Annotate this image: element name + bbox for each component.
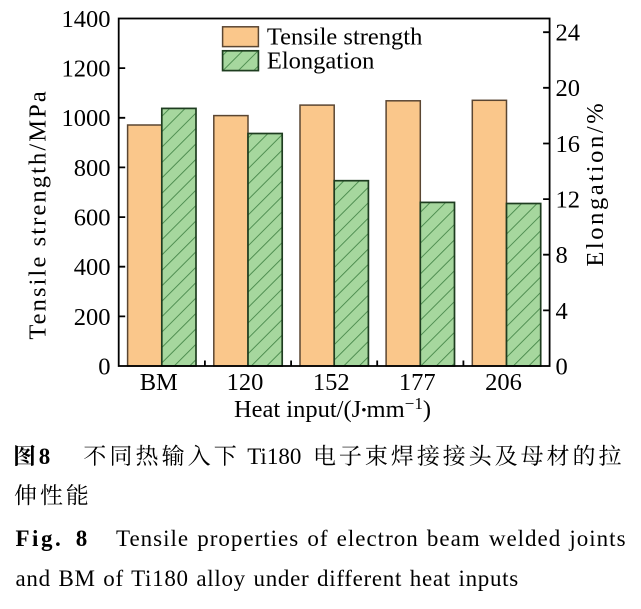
svg-text:8: 8 [39,444,51,469]
svg-text:1200: 1200 [62,56,111,83]
svg-text:0: 0 [98,353,110,380]
svg-text:BM: BM [140,369,178,396]
svg-text:Elongation: Elongation [267,48,375,75]
svg-text:1400: 1400 [62,6,111,33]
svg-text:Fig.: Fig. [16,526,64,551]
svg-text:Heat input/(J•mm−1): Heat input/(J•mm−1) [234,394,431,423]
svg-text:120: 120 [227,369,264,396]
svg-text:and BM of Ti180 alloy under di: and BM of Ti180 alloy under different he… [16,566,519,591]
svg-text:1000: 1000 [62,105,111,132]
svg-text:0: 0 [556,353,568,380]
svg-text:16: 16 [556,131,581,158]
svg-text:24: 24 [556,20,581,47]
svg-text:20: 20 [556,75,581,102]
svg-text:206: 206 [485,369,522,396]
svg-text:152: 152 [313,369,350,396]
svg-text:8: 8 [76,526,88,551]
svg-text:400: 400 [74,254,111,281]
svg-text:4: 4 [556,298,568,325]
svg-text:Ti180: Ti180 [247,444,301,469]
svg-text:Tensile properties of electron: Tensile properties of electron beam weld… [116,526,627,551]
svg-text:200: 200 [74,304,111,331]
svg-text:Elongation/%: Elongation/% [582,101,609,267]
svg-text:Tensile strength/MPa: Tensile strength/MPa [25,89,52,340]
svg-text:600: 600 [74,205,111,232]
svg-text:177: 177 [399,369,436,396]
svg-text:Tensile strength: Tensile strength [267,24,422,51]
svg-text:12: 12 [556,187,581,214]
svg-text:800: 800 [74,155,111,182]
svg-text:8: 8 [556,242,568,269]
